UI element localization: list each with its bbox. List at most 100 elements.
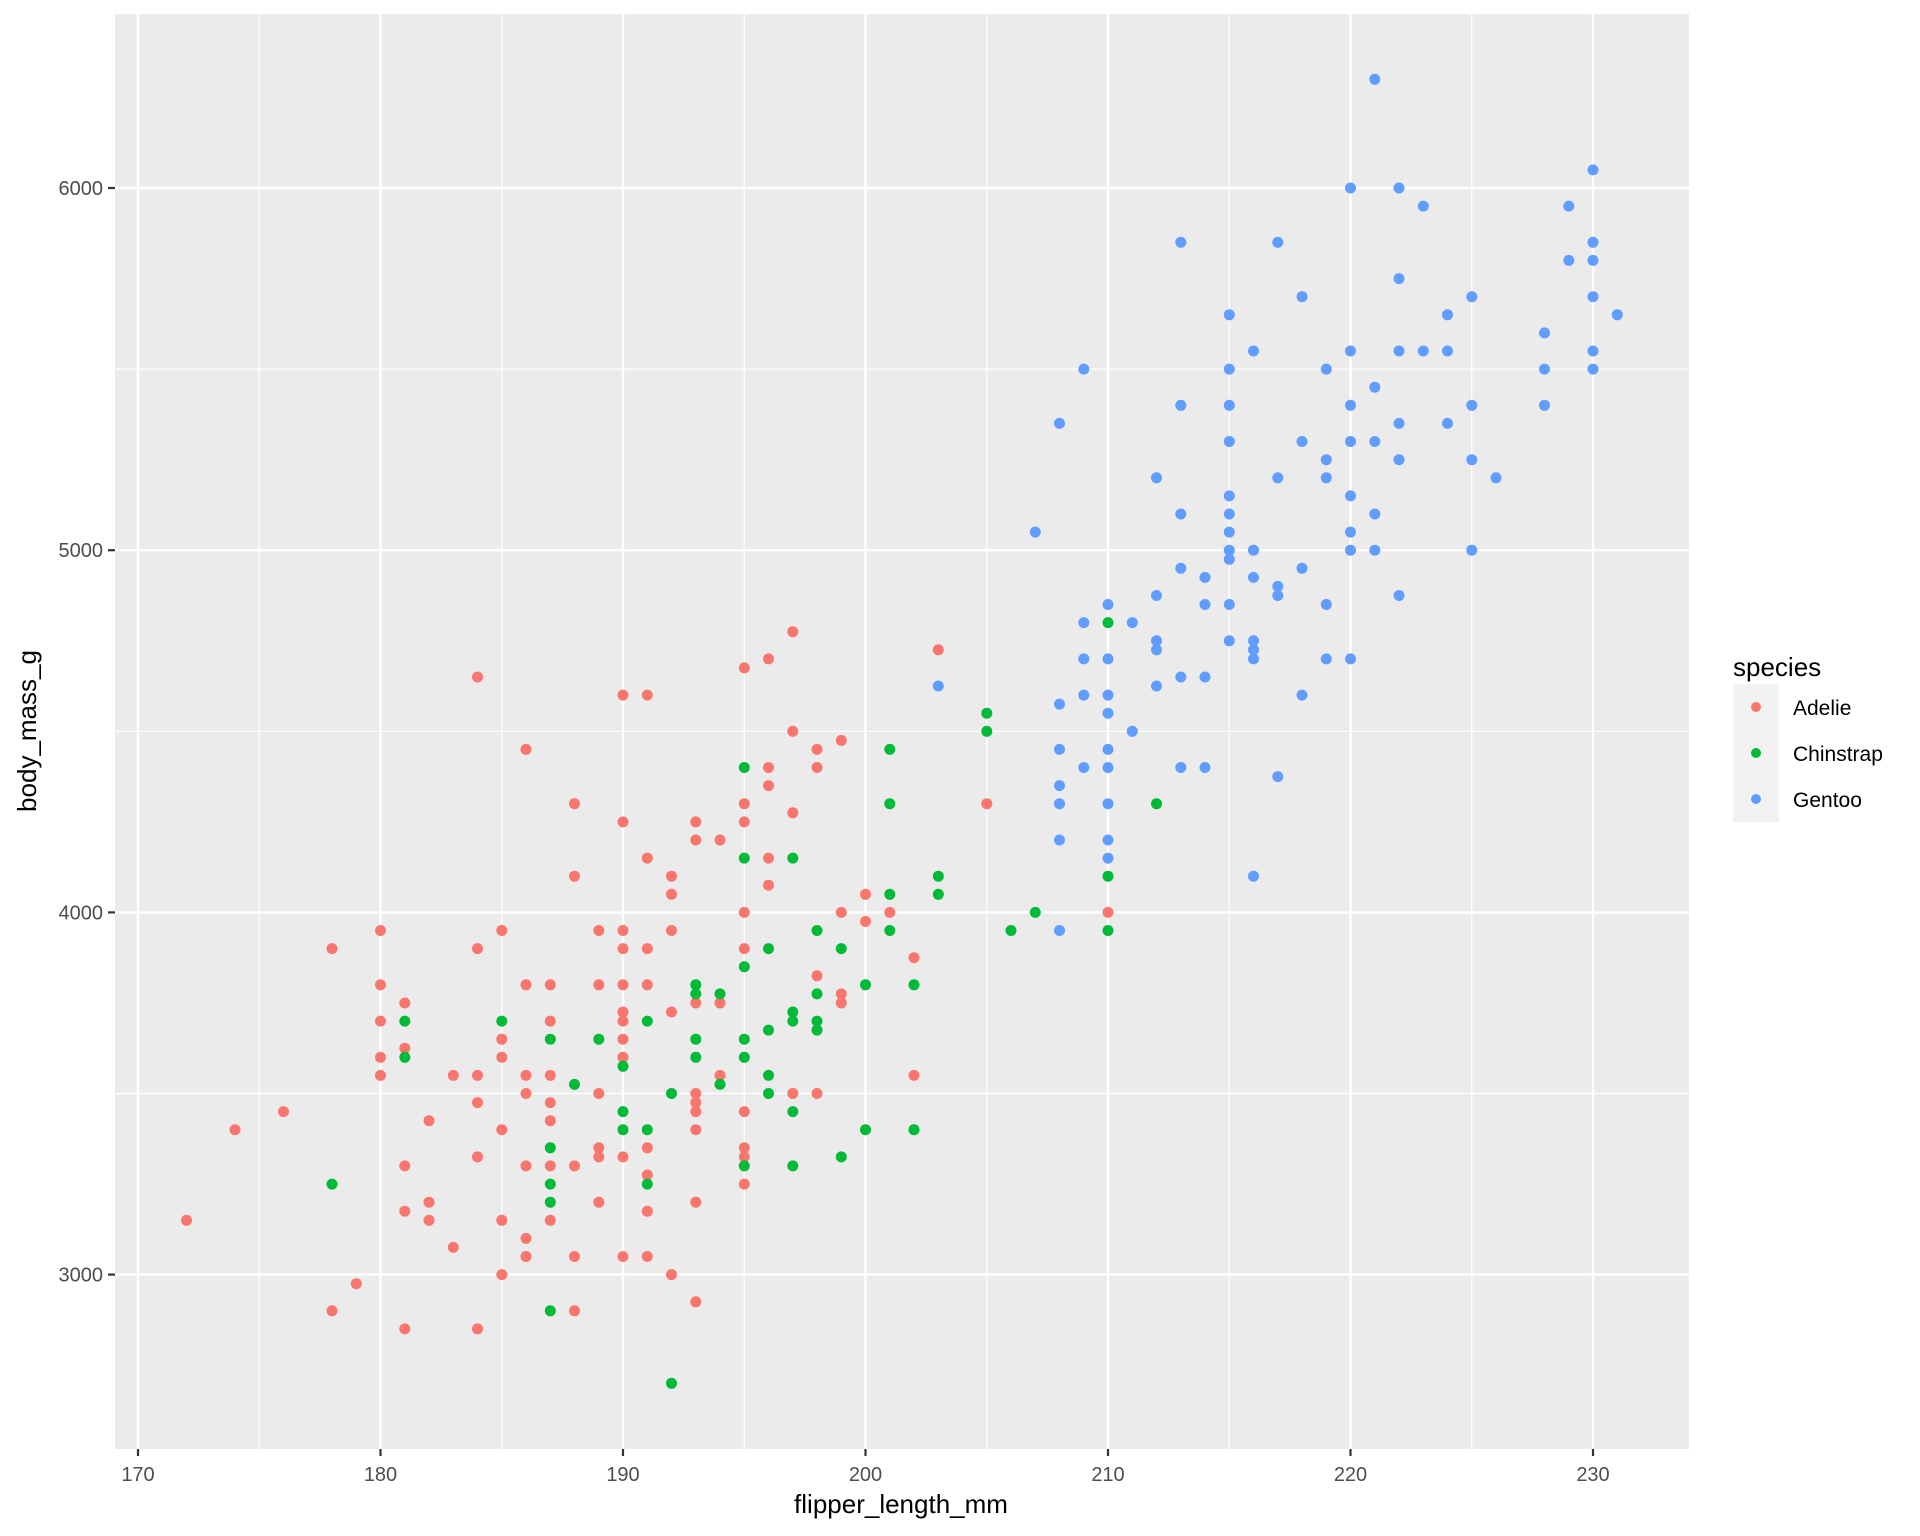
data-point	[714, 834, 726, 846]
data-point	[666, 1377, 677, 1389]
data-point	[1102, 906, 1114, 918]
data-point	[981, 798, 993, 810]
data-point	[641, 1169, 653, 1181]
data-point	[1490, 472, 1502, 484]
legend-label-chinstrap: Chinstrap	[1793, 743, 1883, 766]
data-point	[884, 888, 896, 900]
data-point	[1345, 399, 1356, 411]
data-point	[1369, 381, 1381, 393]
data-point	[375, 1015, 386, 1027]
data-point	[690, 1196, 702, 1208]
data-point	[1248, 345, 1259, 357]
data-point	[496, 925, 508, 936]
data-point	[1587, 236, 1599, 248]
data-point	[1175, 762, 1187, 773]
data-point	[569, 1078, 580, 1090]
data-point	[1102, 707, 1114, 719]
data-point	[399, 1042, 411, 1054]
series-chinstrap	[326, 617, 1162, 1389]
data-point	[787, 1106, 799, 1118]
data-point	[1223, 635, 1235, 647]
data-point	[1102, 599, 1114, 610]
data-point	[690, 1106, 702, 1118]
data-point	[641, 979, 653, 991]
data-point	[1611, 309, 1623, 321]
data-point	[1442, 309, 1453, 321]
data-point	[690, 1124, 702, 1136]
data-point	[811, 1015, 823, 1027]
data-point	[738, 1033, 750, 1045]
data-point	[496, 1051, 508, 1063]
data-point	[1539, 327, 1550, 339]
data-point	[811, 1088, 823, 1099]
y-tick-label: 4000	[59, 902, 104, 924]
data-point	[908, 1069, 920, 1081]
data-point	[787, 1006, 799, 1018]
data-point	[1296, 689, 1308, 701]
data-point	[1320, 472, 1332, 484]
data-point	[1272, 590, 1284, 601]
data-point	[641, 1124, 653, 1136]
data-point	[423, 1214, 435, 1226]
data-point	[1248, 644, 1259, 656]
data-point	[617, 1060, 629, 1072]
data-point	[472, 1323, 483, 1335]
data-point	[932, 888, 944, 900]
x-tick-label: 210	[1091, 1464, 1124, 1486]
data-point	[1054, 698, 1065, 710]
data-point	[1393, 417, 1405, 429]
data-point	[932, 644, 944, 656]
data-point	[690, 979, 702, 991]
data-point	[1320, 599, 1332, 610]
data-point	[1345, 182, 1356, 194]
data-point	[738, 1106, 750, 1118]
data-point	[1248, 653, 1259, 665]
data-point	[738, 1178, 750, 1190]
data-point	[181, 1214, 192, 1226]
data-point	[1442, 417, 1453, 429]
data-point	[617, 979, 629, 991]
data-point	[1199, 762, 1211, 773]
data-point	[496, 1015, 508, 1027]
data-point	[1223, 508, 1235, 520]
series-gentoo	[932, 73, 1623, 936]
data-point	[763, 879, 774, 891]
data-point	[593, 1033, 605, 1045]
data-point	[617, 816, 629, 828]
data-point	[787, 1160, 799, 1172]
data-point	[520, 1251, 532, 1262]
legend-title: species	[1733, 652, 1821, 682]
data-point	[278, 1106, 289, 1118]
data-point	[617, 1106, 629, 1118]
data-point	[544, 1033, 556, 1045]
data-point	[811, 1024, 823, 1036]
data-point	[763, 780, 774, 792]
data-point	[1151, 798, 1162, 810]
data-point	[1248, 571, 1259, 583]
data-point	[617, 1033, 629, 1045]
data-point	[1102, 834, 1114, 846]
data-point	[981, 707, 993, 719]
data-point	[496, 1214, 508, 1226]
data-point	[690, 1097, 702, 1109]
data-point	[569, 1305, 580, 1317]
data-point	[1539, 363, 1550, 375]
data-point	[763, 1024, 774, 1036]
x-tick-label: 200	[849, 1464, 882, 1486]
data-point	[593, 925, 605, 936]
x-tick-label: 190	[606, 1464, 639, 1486]
data-point	[520, 1232, 532, 1244]
data-point	[666, 1088, 677, 1099]
data-point	[666, 1269, 677, 1281]
data-point	[835, 906, 847, 918]
data-point	[763, 653, 774, 665]
data-point	[1102, 925, 1114, 936]
data-point	[1272, 771, 1284, 783]
data-point	[569, 798, 580, 810]
data-point	[811, 988, 823, 1000]
data-point	[472, 671, 483, 683]
data-point	[738, 1142, 750, 1154]
series-adelie	[181, 626, 1114, 1335]
data-point	[1199, 599, 1211, 610]
legend: species Adelie Chinstrap Gentoo	[1733, 652, 1883, 822]
